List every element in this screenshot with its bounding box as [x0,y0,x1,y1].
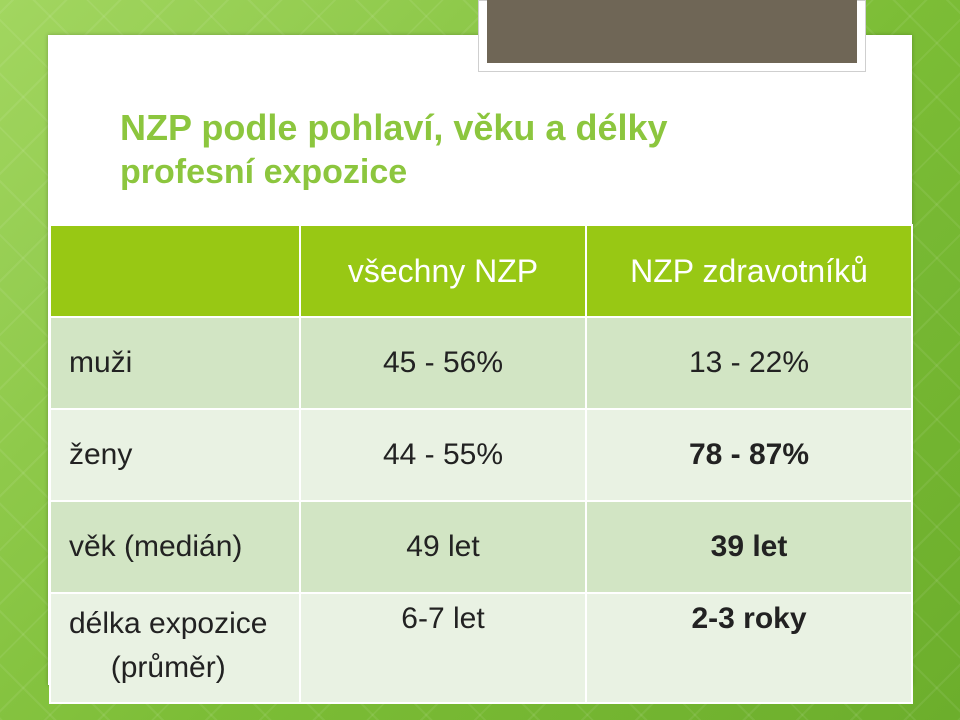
row-label-wrap: délka expozice (průměr) [69,602,267,690]
cell-all-nzp: 44 - 55% [299,408,587,502]
cell-all-nzp: 45 - 56% [299,316,587,410]
cell-health-nzp: 78 - 87% [585,408,913,502]
row-label: věk (medián) [49,500,301,594]
header-cell-all-nzp: všechny NZP [299,224,587,318]
row-label-line2: (průměr) [110,651,226,684]
table-row: věk (medián) 49 let 39 let [49,500,913,594]
slide-title: NZP podle pohlaví, věku a délky profesní… [120,106,860,194]
header-cell-health-nzp: NZP zdravotníků [585,224,913,318]
cell-health-nzp: 2-3 roky [585,592,913,704]
cell-all-nzp: 49 let [299,500,587,594]
table-row: délka expozice (průměr) 6-7 let 2-3 roky [49,592,913,704]
table-row: muži 45 - 56% 13 - 22% [49,316,913,410]
row-label: muži [49,316,301,410]
slide-title-line2: profesní expozice [120,153,408,191]
cell-health-nzp: 13 - 22% [585,316,913,410]
table-header-row: všechny NZP NZP zdravotníků [49,224,913,318]
row-label-line1: délka expozice [69,607,268,640]
row-label: délka expozice (průměr) [49,592,301,704]
decorative-tab [487,0,857,63]
cell-health-nzp: 39 let [585,500,913,594]
data-table: všechny NZP NZP zdravotníků muži 45 - 56… [49,224,913,704]
cell-all-nzp: 6-7 let [299,592,587,704]
header-cell-empty [49,224,301,318]
row-label: ženy [49,408,301,502]
slide-title-line1: NZP podle pohlaví, věku a délky [120,107,668,148]
table-row: ženy 44 - 55% 78 - 87% [49,408,913,502]
